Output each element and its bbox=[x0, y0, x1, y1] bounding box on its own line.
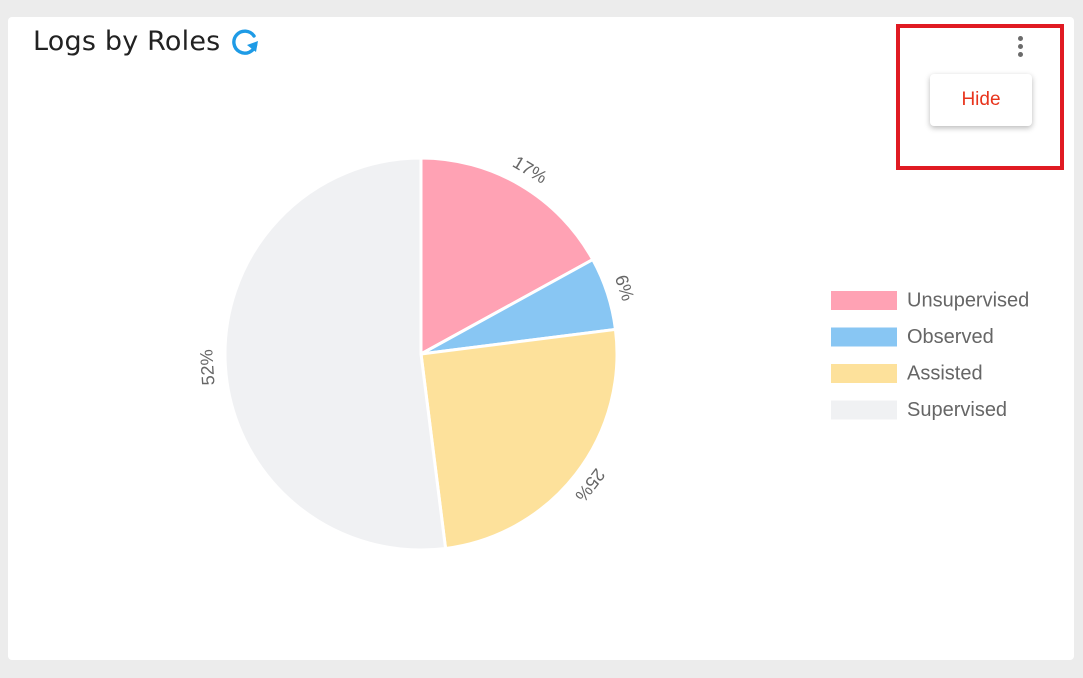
legend-swatch-observed[interactable] bbox=[831, 327, 897, 347]
legend-label-assisted[interactable]: Assisted bbox=[907, 363, 983, 385]
pie-label-observed: 6% bbox=[611, 272, 638, 303]
pie-label-supervised: 52% bbox=[196, 349, 218, 386]
legend-swatch-supervised[interactable] bbox=[831, 400, 897, 420]
legend-swatch-unsupervised[interactable] bbox=[831, 291, 897, 310]
legend-label-supervised[interactable]: Supervised bbox=[907, 399, 1007, 421]
hide-menu-item[interactable]: Hide bbox=[961, 89, 1001, 110]
more-vertical-icon[interactable] bbox=[1010, 34, 1030, 60]
legend-label-unsupervised[interactable]: Unsupervised bbox=[907, 290, 1029, 312]
legend-label-observed[interactable]: Observed bbox=[907, 326, 994, 348]
pie-slice-assisted[interactable] bbox=[419, 327, 619, 551]
legend-swatch-assisted[interactable] bbox=[831, 364, 897, 383]
pie-slice-supervised[interactable] bbox=[223, 156, 448, 552]
refresh-icon[interactable] bbox=[229, 27, 261, 57]
widget-title: Logs by Roles bbox=[33, 26, 221, 57]
pie-slice-unsupervised[interactable] bbox=[419, 156, 595, 357]
widget-dropdown-menu: Hide bbox=[930, 74, 1032, 126]
